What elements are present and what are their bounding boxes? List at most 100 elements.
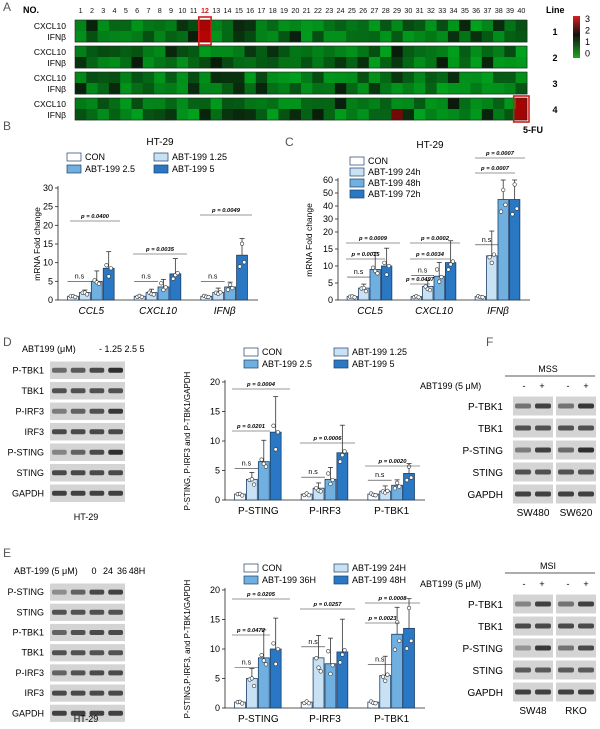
blot-strip	[556, 396, 596, 416]
column-number: 4	[113, 6, 117, 15]
heatmap-cell	[97, 31, 110, 43]
heatmap-cell	[470, 20, 483, 32]
heatmap-cell	[233, 20, 245, 32]
legend-tick: 1	[585, 37, 590, 47]
column-number: 7	[146, 6, 150, 15]
row-label-ifnb: IFNβ	[47, 32, 66, 42]
heatmap-cell	[278, 46, 291, 58]
heatmap-cell	[120, 31, 132, 43]
data-point	[340, 652, 345, 657]
data-point	[373, 701, 378, 706]
y-tick-label: 15	[210, 615, 220, 625]
heatmap-cell	[255, 83, 268, 95]
y-tick-label: 0	[328, 295, 333, 305]
category-label: P-IRF3	[309, 506, 341, 517]
p-value-label: p = 0.0023	[368, 616, 398, 622]
data-point	[151, 292, 156, 297]
heatmap-cell	[120, 72, 132, 84]
band	[535, 689, 551, 695]
legend-bar	[573, 16, 580, 58]
heatmap-cell	[199, 83, 211, 95]
heatmap-cell	[402, 31, 415, 43]
band	[52, 408, 67, 414]
column-number: 24	[337, 6, 345, 15]
band	[70, 589, 86, 595]
heatmap-cell	[120, 57, 132, 69]
heatmap-cell	[368, 31, 381, 43]
row-label-cxcl10: CXCL10	[34, 47, 66, 57]
heatmap-cell	[210, 83, 223, 95]
data-point	[342, 648, 347, 653]
heatmap-cell	[120, 46, 132, 58]
heatmap-cell	[425, 109, 437, 121]
heatmap-cell	[233, 72, 245, 84]
band	[70, 490, 86, 496]
heatmap-cell	[425, 46, 437, 58]
heatmap-cell	[414, 20, 426, 32]
row-label-ifnb: IFNβ	[47, 58, 66, 68]
heatmap-cell	[188, 98, 200, 110]
heatmap-cell	[425, 72, 437, 84]
heatmap-cell	[504, 20, 517, 32]
data-point	[171, 276, 176, 281]
band	[558, 447, 574, 453]
data-point	[218, 290, 223, 295]
heatmap-cell	[459, 20, 471, 32]
band-label: P-IRF3	[15, 406, 44, 416]
data-point	[275, 430, 280, 435]
heatmap-cell	[368, 46, 381, 58]
heatmap-cell	[402, 72, 415, 84]
p-value-label: p = 0.0257	[313, 602, 343, 608]
column-number: 28	[382, 6, 390, 15]
heatmap-cell	[267, 98, 279, 110]
heatmap-cell	[515, 98, 528, 110]
column-number: 22	[314, 6, 322, 15]
no-label: NO.	[23, 5, 39, 15]
band	[535, 623, 551, 629]
band-label: P-TBK1	[12, 365, 44, 375]
heatmap-cell	[255, 98, 268, 110]
data-point	[404, 646, 409, 651]
band	[52, 388, 67, 394]
heatmap-cell	[481, 109, 494, 121]
heatmap-cell	[142, 109, 155, 121]
heatmap-cell	[470, 31, 483, 43]
legend-label: CON	[262, 563, 282, 573]
heatmap-cell	[289, 72, 302, 84]
heatmap-cell	[380, 20, 392, 32]
e-cell-line: HT-29	[74, 714, 99, 724]
legend-swatch	[243, 347, 259, 357]
heatmap-cell	[75, 72, 87, 84]
heatmap-cell	[221, 109, 234, 121]
panel-letter-e: E	[3, 546, 11, 560]
data-point	[510, 212, 515, 217]
ns-label: n.s	[418, 267, 428, 274]
legend-swatch	[333, 359, 349, 369]
heatmap-cell	[165, 20, 178, 32]
heatmap-cell	[255, 46, 268, 58]
heatmap-cell	[357, 72, 370, 84]
heatmap-cell	[267, 57, 279, 69]
category-label: P-TBK1	[374, 714, 409, 725]
band	[108, 630, 123, 635]
heatmap-cell	[278, 83, 291, 95]
blot-strip	[50, 623, 125, 642]
d-western-blot: P-TBK1 TBK1 P-IRF3 IRF3 P-STING STING GAPDH	[7, 361, 125, 502]
category-label: P-IRF3	[309, 714, 341, 725]
band	[515, 667, 531, 673]
data-point	[340, 452, 345, 458]
heatmap-cell	[447, 31, 460, 43]
legend-swatch	[243, 575, 259, 585]
data-point	[361, 285, 366, 291]
band	[108, 470, 123, 476]
band	[108, 408, 123, 414]
heatmap-cell	[176, 83, 189, 95]
heatmap-cell	[346, 20, 358, 32]
panel-letter-c: C	[285, 135, 294, 149]
band	[558, 403, 574, 409]
heatmap-cell	[278, 72, 291, 84]
heatmap-cell	[165, 57, 178, 69]
panel-b-title: HT-29	[146, 137, 174, 148]
heatmap-cell	[493, 72, 505, 84]
heatmap-cell	[459, 57, 471, 69]
